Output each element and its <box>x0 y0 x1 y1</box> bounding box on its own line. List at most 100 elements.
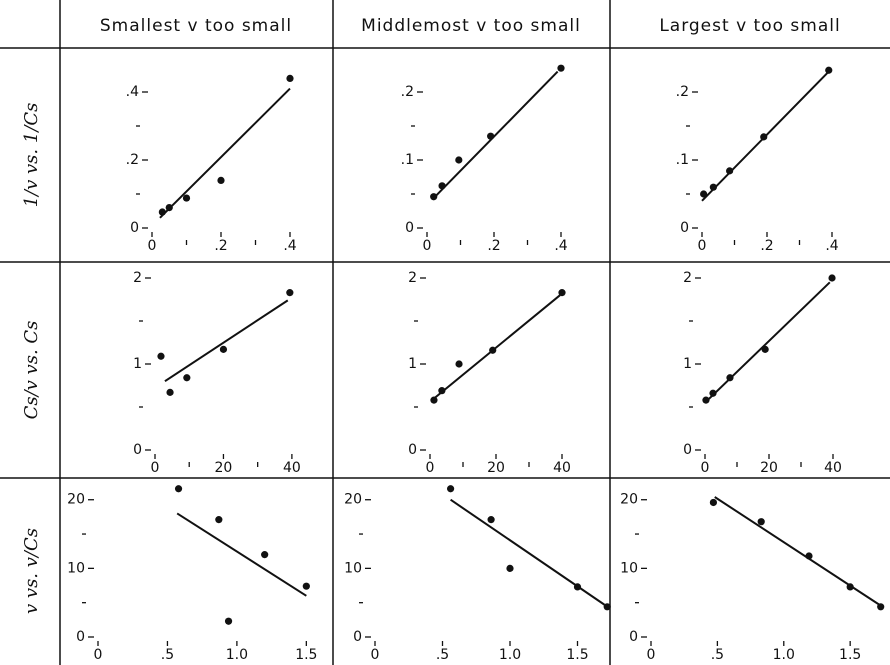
x-tick-label: .2 <box>760 238 773 254</box>
column-header: Largest v too small <box>659 16 840 36</box>
x-tick-label: 0 <box>151 460 160 476</box>
data-point <box>726 167 734 175</box>
data-point <box>261 551 269 559</box>
x-tick-label: 1.0 <box>499 647 521 663</box>
data-point <box>603 603 611 611</box>
y-tick-label: 1 <box>408 356 417 372</box>
y-tick-label: .2 <box>401 84 414 100</box>
data-point <box>430 396 438 404</box>
y-tick-label: 20 <box>67 492 85 508</box>
x-tick-label: .4 <box>283 238 296 254</box>
data-point <box>183 374 191 382</box>
x-tick-label: 0 <box>426 460 435 476</box>
x-tick-label: .5 <box>711 647 724 663</box>
row-label: v vs. v/Cs <box>21 528 42 614</box>
data-point <box>286 289 294 297</box>
data-point <box>709 498 718 507</box>
x-tick-label: 40 <box>283 460 301 476</box>
fit-line <box>450 498 606 606</box>
data-point <box>506 564 514 572</box>
fit-line <box>704 281 831 404</box>
y-tick-label: .2 <box>676 84 689 100</box>
data-point <box>174 485 183 493</box>
data-point <box>182 194 191 202</box>
fit-line <box>432 70 559 199</box>
y-tick-label: 0 <box>133 442 142 458</box>
fit-line <box>714 496 880 606</box>
x-tick-label: 20 <box>760 460 778 476</box>
y-tick-label: 0 <box>130 220 139 236</box>
x-tick-label: 0 <box>698 238 707 254</box>
row-label: 1/v vs. 1/Cs <box>21 103 42 208</box>
fit-line <box>176 512 307 597</box>
data-point <box>217 176 225 184</box>
y-tick-label: 0 <box>680 220 689 236</box>
y-tick-label: .1 <box>676 152 689 168</box>
y-tick-label: 20 <box>620 492 638 508</box>
data-point <box>455 360 463 368</box>
data-point <box>757 518 765 526</box>
x-tick-label: 40 <box>824 460 842 476</box>
y-tick-label: 20 <box>344 492 362 508</box>
x-tick-label: 1.5 <box>295 647 317 663</box>
x-tick-label: .5 <box>436 647 449 663</box>
x-tick-label: .2 <box>487 238 500 254</box>
y-tick-label: .2 <box>126 152 139 168</box>
data-point <box>219 345 228 353</box>
y-tick-label: .1 <box>401 152 414 168</box>
y-tick-label: 0 <box>76 629 85 645</box>
data-point <box>157 352 165 360</box>
fit-line <box>701 70 830 202</box>
y-tick-label: 10 <box>620 560 638 576</box>
y-tick-label: 0 <box>405 220 414 236</box>
y-tick-label: 10 <box>67 560 85 576</box>
data-point <box>224 617 233 625</box>
data-point <box>558 289 566 297</box>
x-tick-label: .4 <box>554 238 567 254</box>
data-point <box>455 156 463 164</box>
x-tick-label: 0 <box>94 647 103 663</box>
fit-line <box>431 294 561 401</box>
x-tick-label: 20 <box>215 460 233 476</box>
x-tick-label: 0 <box>371 647 380 663</box>
data-point <box>709 183 717 191</box>
data-point <box>700 190 708 198</box>
y-tick-label: 0 <box>683 442 692 458</box>
fit-line <box>159 87 291 219</box>
y-tick-label: 0 <box>353 629 362 645</box>
x-tick-label: .5 <box>161 647 174 663</box>
y-tick-label: 10 <box>344 560 362 576</box>
data-point <box>215 516 223 524</box>
x-tick-label: 20 <box>487 460 505 476</box>
x-tick-label: 1.0 <box>773 647 795 663</box>
data-point <box>302 582 310 590</box>
x-tick-label: 0 <box>148 238 157 254</box>
data-point <box>447 485 455 493</box>
x-tick-label: 1.0 <box>226 647 248 663</box>
x-tick-label: 1.5 <box>839 647 861 663</box>
row-label: Cs/v vs. Cs <box>21 321 42 420</box>
data-point <box>487 516 495 524</box>
fit-line <box>164 299 289 383</box>
x-tick-label: 0 <box>423 238 432 254</box>
data-point <box>557 64 565 72</box>
x-tick-label: 40 <box>553 460 571 476</box>
data-point <box>286 74 294 82</box>
column-header: Smallest v too small <box>100 16 292 36</box>
x-tick-label: 0 <box>701 460 710 476</box>
x-tick-label: .4 <box>825 238 838 254</box>
y-tick-label: 0 <box>408 442 417 458</box>
data-point <box>702 396 710 404</box>
x-tick-label: .2 <box>214 238 227 254</box>
y-tick-label: 2 <box>408 270 417 286</box>
data-point <box>828 274 836 282</box>
x-tick-label: 1.5 <box>566 647 588 663</box>
x-tick-label: 0 <box>647 647 656 663</box>
y-tick-label: .4 <box>126 84 139 100</box>
y-tick-label: 1 <box>133 356 142 372</box>
y-tick-label: 2 <box>133 270 142 286</box>
data-point <box>166 388 174 396</box>
column-header: Middlemost v too small <box>361 16 581 36</box>
y-tick-label: 1 <box>683 356 692 372</box>
